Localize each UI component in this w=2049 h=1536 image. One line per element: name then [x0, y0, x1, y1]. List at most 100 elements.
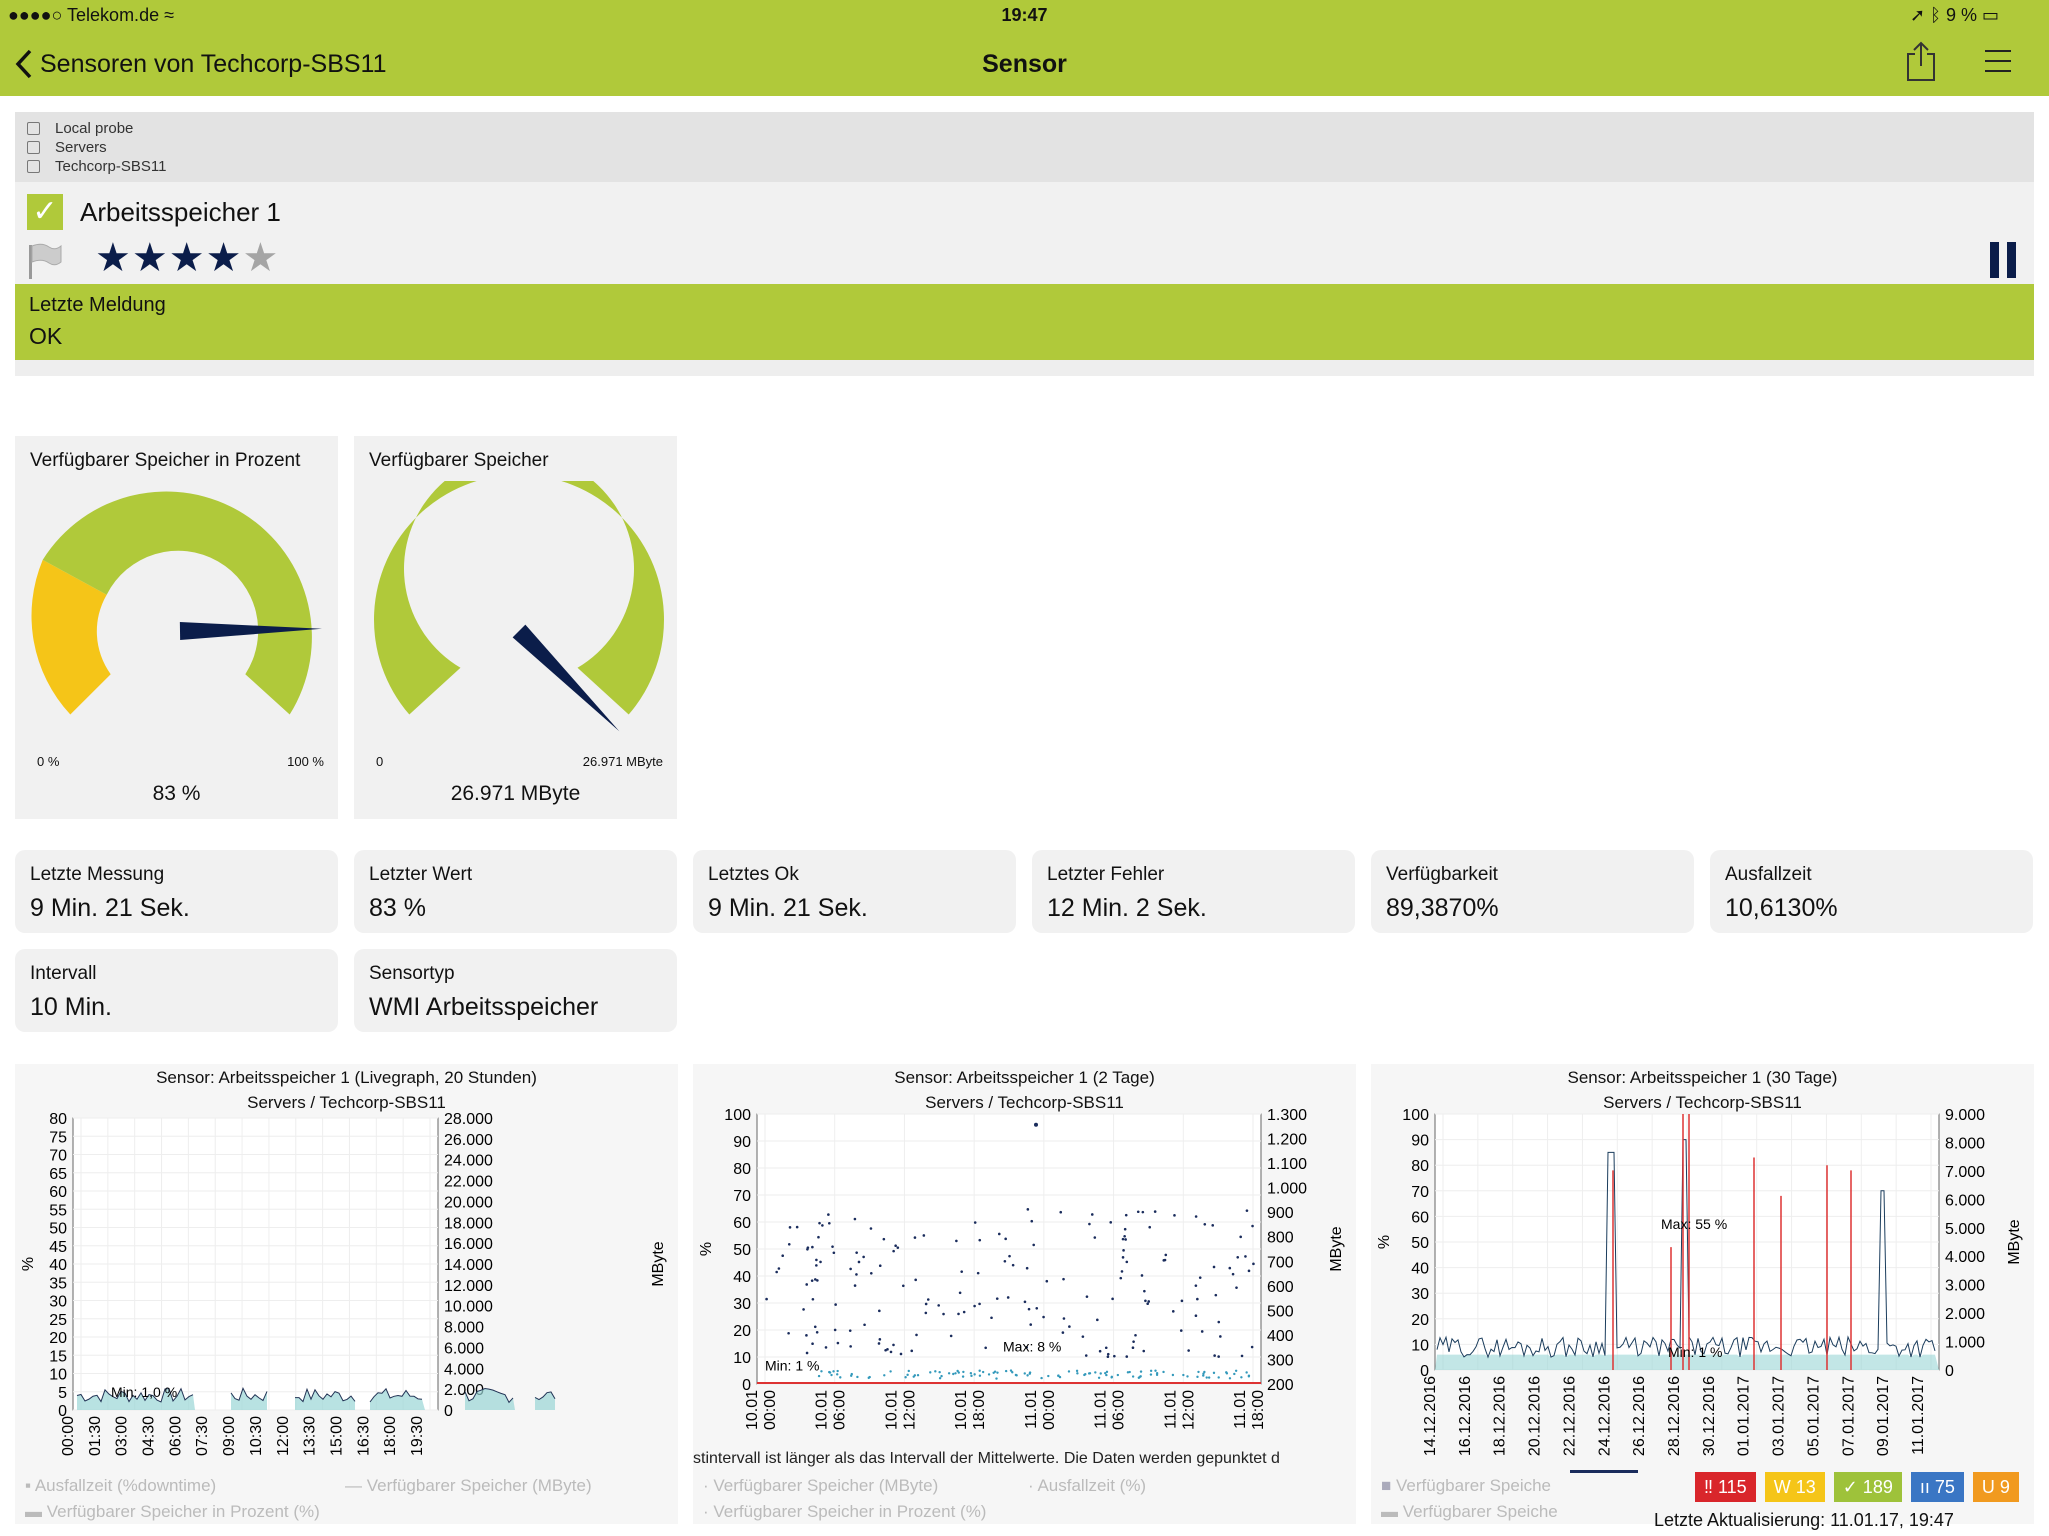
- pause-button[interactable]: [1990, 242, 2024, 278]
- x-tick-label: 00:00: [60, 1416, 77, 1456]
- status-count-badge[interactable]: ıı 75: [1910, 1472, 1964, 1502]
- legend-item[interactable]: — Verfügbarer Speicher (MByte): [345, 1476, 592, 1495]
- battery-icon: ▭: [1981, 5, 1999, 25]
- y-tick-label: 80: [49, 1111, 67, 1128]
- legend-item[interactable]: · Verfügbarer Speicher in Prozent (%): [703, 1502, 987, 1521]
- data-point: [1084, 1354, 1088, 1357]
- data-point: [1025, 1266, 1029, 1270]
- legend-item[interactable]: · Verfügbarer Speicher (MByte): [703, 1476, 939, 1495]
- chart-live[interactable]: 0 5 10 15 20 25 30 35 40 45 50 55 60 65 70 75 80 0 2.000 4.…: [15, 1064, 678, 1524]
- data-point: [1240, 1376, 1243, 1379]
- data-point: [1211, 1224, 1215, 1227]
- data-point: [1131, 1346, 1135, 1350]
- x-tick-label: 18:00: [1250, 1390, 1267, 1430]
- breadcrumb: Local probe Servers Techcorp-SBS11: [15, 112, 2034, 182]
- data-point: [806, 1246, 810, 1249]
- data-point: [899, 1352, 903, 1356]
- y2-tick-label: 0: [444, 1403, 453, 1420]
- data-point: [1025, 1345, 1028, 1349]
- chart-30days[interactable]: 0 10 20 30 40 50 60 70 80 90 100 0 1.000 2.000 3.000 4.…: [1371, 1064, 2034, 1524]
- tile-value: 10 Min.: [30, 993, 112, 1021]
- data-point: [973, 1304, 976, 1308]
- data-point: [1247, 1374, 1251, 1377]
- data-point: [1028, 1372, 1031, 1375]
- data-point: [787, 1331, 790, 1335]
- x-tick-label: 09:00: [221, 1416, 238, 1456]
- data-point: [832, 1370, 835, 1373]
- data-point: [1163, 1258, 1167, 1262]
- legend-item[interactable]: ▪ Ausfallzeit (%downtime): [25, 1476, 217, 1495]
- data-point: [990, 1316, 993, 1320]
- x-tick-label: 04:30: [141, 1416, 158, 1456]
- data-point: [1233, 1372, 1236, 1376]
- data-point: [1011, 1263, 1015, 1267]
- data-point: [1123, 1227, 1127, 1231]
- tile-label: Verfügbarkeit: [1386, 864, 1498, 885]
- data-point: [913, 1236, 917, 1239]
- x-tick-label: 18:00: [382, 1416, 399, 1456]
- data-point: [993, 1370, 997, 1373]
- chart-subtitle: Servers / Techcorp-SBS11: [925, 1093, 1124, 1112]
- data-point: [1111, 1297, 1114, 1301]
- status-count-badge[interactable]: U 9: [1972, 1472, 2019, 1502]
- data-point: [1214, 1293, 1218, 1297]
- menu-button[interactable]: [1985, 50, 2011, 80]
- x-tick-label: 07:30: [194, 1416, 211, 1456]
- data-point: [960, 1270, 964, 1273]
- y2-tick-label: 1.300: [1267, 1107, 1307, 1124]
- data-point: [1003, 1259, 1007, 1263]
- breadcrumb-item-group[interactable]: Servers: [15, 138, 2034, 157]
- gauge-percent[interactable]: Verfügbarer Speicher in Prozent 0 % 100 …: [15, 436, 338, 819]
- back-button[interactable]: Sensoren von Techcorp-SBS11: [14, 44, 387, 84]
- status-count-badge[interactable]: ✓ 189: [1833, 1472, 1902, 1502]
- legend-item[interactable]: ▬ Verfügbarer Speiche: [1381, 1502, 1558, 1521]
- data-point: [1212, 1371, 1216, 1375]
- legend-item[interactable]: ▬ Verfügbarer Speicher in Prozent (%): [25, 1502, 320, 1521]
- y-tick-label: 40: [733, 1269, 751, 1286]
- chart-plot: 0510152025303540455055606570758002.0004.…: [20, 1111, 667, 1456]
- data-point: [1109, 1221, 1113, 1224]
- data-point: [929, 1371, 932, 1374]
- data-point: [877, 1342, 881, 1345]
- data-point: [942, 1312, 945, 1316]
- priority-stars[interactable]: ★★★★★: [95, 236, 279, 280]
- y-tick-label: 100: [1402, 1107, 1429, 1124]
- series-area: [370, 1388, 425, 1410]
- x-tick-label: 11.01.2017: [1910, 1376, 1927, 1455]
- legend-item[interactable]: · Ausfallzeit (%): [1028, 1476, 1147, 1495]
- probe-icon: [27, 122, 40, 135]
- chart-annotation: Min: 1,0 %: [111, 1384, 177, 1400]
- data-point: [857, 1260, 861, 1264]
- data-point: [1067, 1370, 1071, 1373]
- y-tick-label: 50: [1411, 1235, 1429, 1252]
- data-point: [863, 1323, 866, 1327]
- share-button[interactable]: [1905, 40, 1937, 87]
- y-axis-label: %: [20, 1257, 37, 1271]
- y-tick-label: 90: [733, 1134, 751, 1151]
- status-count-badge[interactable]: W 13: [1764, 1472, 1825, 1502]
- legend-item[interactable]: ■ Verfügbarer Speiche: [1381, 1476, 1552, 1495]
- breadcrumb-item-device[interactable]: Techcorp-SBS11: [15, 157, 2034, 176]
- data-point: [1207, 1376, 1211, 1379]
- gauge-mbyte[interactable]: Verfügbarer Speicher 0 26.971 MByte 26.9…: [354, 436, 677, 819]
- y2-tick-label: 600: [1267, 1279, 1294, 1296]
- x-tick-label: 16:30: [355, 1416, 372, 1456]
- chart-2days[interactable]: 0 10 20 30 40 50 60 70 80 90 100 200 300 400 500 600 700…: [693, 1064, 1356, 1524]
- data-point: [795, 1225, 799, 1229]
- data-point: [978, 1369, 981, 1372]
- data-point: [1141, 1210, 1145, 1214]
- flag-icon[interactable]: [27, 242, 63, 280]
- data-point: [1093, 1236, 1097, 1239]
- gauge-needle: [512, 624, 620, 732]
- status-count-badge[interactable]: ‼ 115: [1695, 1472, 1756, 1502]
- breadcrumb-item-probe[interactable]: Local probe: [15, 119, 2034, 138]
- x-tick-label: 11.01: [1093, 1390, 1110, 1429]
- data-point: [1217, 1355, 1220, 1358]
- y-tick-label: 5: [58, 1385, 67, 1402]
- y-tick-label: 55: [49, 1202, 67, 1219]
- gauge-dial: [31, 491, 322, 715]
- tile-label: Letzte Messung: [30, 864, 165, 885]
- x-tick-label: 11.01: [1023, 1390, 1040, 1429]
- tile-last-scan: Letzte Messung 9 Min. 21 Sek.: [15, 850, 338, 933]
- y2-tick-label: 800: [1267, 1230, 1294, 1247]
